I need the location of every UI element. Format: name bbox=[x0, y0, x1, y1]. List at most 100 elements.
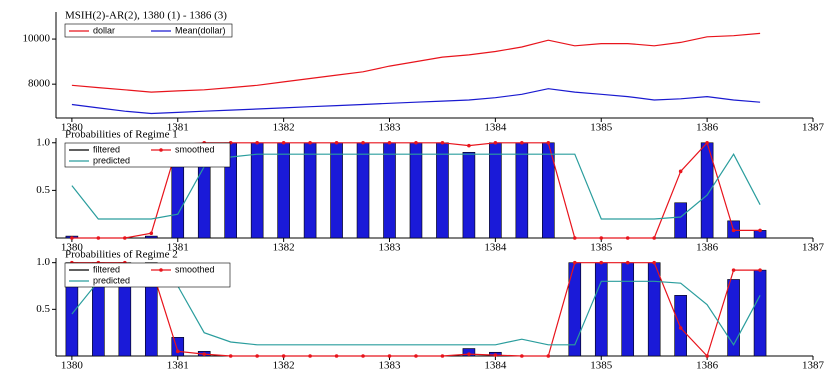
bar bbox=[171, 161, 185, 239]
point bbox=[493, 353, 498, 357]
x-tick-label: 1386 bbox=[696, 242, 719, 254]
x-tick-label: 1383 bbox=[379, 242, 402, 254]
legend-box bbox=[64, 262, 231, 288]
point bbox=[123, 236, 127, 240]
point bbox=[467, 352, 471, 356]
bar bbox=[594, 262, 608, 357]
panel: MSIH(2)-AR(2), 1380 (1) - 1386 (3) 1380 13… bbox=[23, 10, 824, 134]
x-tick-label: 1387 bbox=[802, 242, 824, 254]
legend-box bbox=[64, 142, 231, 168]
legend-label: predicted bbox=[93, 275, 130, 285]
x-tick-label: 1386 bbox=[696, 122, 719, 134]
point bbox=[387, 140, 392, 145]
panel-title: Probabilities of Regime 1 bbox=[65, 129, 178, 141]
x-tick-label: 1381 bbox=[167, 242, 189, 254]
bar bbox=[674, 202, 687, 239]
x-tick-label: 1380 bbox=[61, 360, 84, 371]
bar bbox=[674, 295, 687, 357]
point bbox=[678, 169, 683, 174]
bar bbox=[621, 262, 635, 357]
bar bbox=[727, 279, 740, 357]
legend-label: Mean(dollar) bbox=[175, 25, 226, 35]
point bbox=[520, 354, 524, 358]
x-tick-label: 1380 bbox=[61, 242, 84, 254]
x-tick-label: 1384 bbox=[484, 122, 507, 134]
point bbox=[758, 228, 762, 233]
point bbox=[149, 231, 154, 236]
series-line bbox=[71, 280, 761, 346]
bar bbox=[489, 142, 502, 239]
point bbox=[70, 236, 74, 240]
point bbox=[228, 354, 233, 358]
y-tick-label: 1.0 bbox=[36, 256, 50, 268]
point bbox=[758, 268, 762, 272]
point bbox=[361, 354, 365, 358]
point bbox=[652, 260, 656, 265]
bar bbox=[462, 348, 476, 357]
x-tick-label: 1385 bbox=[590, 122, 613, 134]
point bbox=[731, 228, 736, 233]
point bbox=[440, 140, 445, 145]
legend-label: filtered bbox=[93, 264, 120, 274]
legend-label: filtered bbox=[93, 144, 120, 154]
point bbox=[255, 140, 259, 145]
legend: dollar Mean(dollar) bbox=[64, 23, 233, 38]
bar bbox=[436, 142, 449, 239]
y-tick-label: 1.0 bbox=[36, 136, 50, 148]
point bbox=[175, 349, 180, 354]
point bbox=[281, 140, 286, 145]
point bbox=[440, 354, 445, 358]
x-tick-label: 1381 bbox=[167, 360, 189, 371]
x-tick-label: 1382 bbox=[273, 360, 295, 371]
point bbox=[96, 236, 101, 240]
point bbox=[546, 354, 551, 358]
bar bbox=[356, 142, 370, 239]
point bbox=[255, 354, 259, 358]
panel-title: Probabilities of Regime 2 bbox=[65, 249, 178, 261]
bar bbox=[383, 142, 396, 239]
bar bbox=[409, 142, 423, 239]
point bbox=[625, 260, 630, 265]
legend-marker bbox=[159, 148, 163, 152]
x-tick-label: 1380 bbox=[61, 122, 84, 134]
point bbox=[705, 140, 709, 145]
point bbox=[599, 260, 604, 265]
x-tick-label: 1386 bbox=[696, 360, 719, 371]
series-line bbox=[71, 153, 761, 220]
y-tick-label: 0.5 bbox=[36, 184, 50, 196]
y-tick-label: 0.5 bbox=[36, 303, 50, 315]
bar bbox=[171, 337, 185, 357]
point bbox=[361, 140, 365, 145]
point bbox=[414, 354, 418, 358]
legend-label: predicted bbox=[93, 155, 130, 165]
point bbox=[652, 236, 656, 240]
point bbox=[625, 236, 630, 240]
point bbox=[599, 236, 604, 240]
x-tick-label: 1381 bbox=[167, 122, 189, 134]
x-tick-label: 1387 bbox=[802, 122, 824, 134]
bar bbox=[144, 235, 158, 239]
y-tick-label: 8000 bbox=[28, 78, 51, 90]
x-tick-label: 1382 bbox=[273, 242, 295, 254]
legend-label: smoothed bbox=[175, 144, 215, 154]
y-tick-label: 10000 bbox=[23, 33, 51, 45]
legend-marker bbox=[159, 268, 163, 272]
point bbox=[308, 354, 312, 358]
x-tick-label: 1382 bbox=[273, 122, 295, 134]
panel-title: MSIH(2)-AR(2), 1380 (1) - 1386 (3) bbox=[65, 10, 227, 22]
point bbox=[308, 140, 312, 145]
x-tick-label: 1385 bbox=[590, 242, 613, 254]
x-tick-label: 1387 bbox=[802, 360, 824, 371]
x-tick-label: 1383 bbox=[379, 122, 402, 134]
x-tick-label: 1385 bbox=[590, 360, 613, 371]
legend-label: smoothed bbox=[175, 264, 215, 274]
x-tick-label: 1384 bbox=[484, 242, 507, 254]
point bbox=[202, 352, 207, 356]
legend-label: dollar bbox=[93, 25, 115, 35]
point bbox=[678, 326, 683, 330]
point bbox=[572, 236, 577, 240]
point bbox=[493, 140, 498, 145]
bar bbox=[647, 262, 661, 357]
bar bbox=[330, 142, 343, 239]
